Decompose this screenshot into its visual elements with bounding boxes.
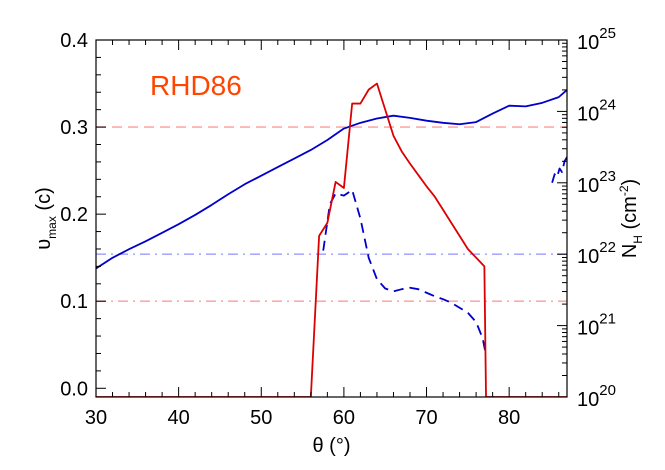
y-right-tick-base: 10: [577, 389, 599, 411]
x-tick-label: 50: [250, 407, 272, 429]
y-left-tick-label: 0.4: [60, 30, 88, 52]
y-left-label-sub: max: [45, 216, 59, 239]
series-group: [96, 82, 567, 397]
y-right-label-sup: -2: [617, 185, 631, 196]
y-left-tick-label: 0.0: [60, 378, 88, 400]
y-right-tick-exponent: 22: [599, 239, 616, 256]
series-line-3: [96, 82, 567, 397]
y-left-tick-label: 0.3: [60, 117, 88, 139]
y-left-tick-label: 0.2: [60, 204, 88, 226]
x-axis-label: θ (°): [313, 435, 351, 457]
y-right-axis-label: NH (cm-2): [617, 179, 645, 258]
chart-title: RHD86: [150, 70, 242, 101]
x-tick-label: 80: [498, 407, 520, 429]
series-line-0: [96, 89, 567, 270]
y-right-label-main: N: [619, 244, 641, 258]
y-right-tick-base: 10: [577, 318, 599, 340]
x-tick-label: 70: [415, 407, 437, 429]
y-left-axis-label: υmax (c): [33, 187, 59, 250]
y-right-tick-label: 1025: [577, 25, 616, 54]
x-tick-label: 40: [168, 407, 190, 429]
y-right-tick-label: 1020: [577, 382, 616, 411]
y-left-label-tail: (c): [33, 187, 55, 216]
x-tick-label: 60: [333, 407, 355, 429]
y-right-tick-label: 1024: [577, 96, 616, 125]
series-line-1: [322, 189, 487, 356]
y-right-tick-exponent: 23: [599, 168, 616, 185]
y-right-tick-base: 10: [577, 175, 599, 197]
y-right-tick-label: 1022: [577, 239, 616, 268]
y-right-tick-label: 1023: [577, 168, 616, 197]
y-right-tick-exponent: 21: [599, 311, 616, 328]
y-right-tick-base: 10: [577, 32, 599, 54]
y-right-tick-exponent: 20: [599, 382, 616, 399]
y-right-tick-exponent: 25: [599, 25, 616, 42]
y-left-tick-label: 0.1: [60, 291, 88, 313]
y-left-label-main: υ: [33, 239, 55, 250]
y-right-label-sub: H: [631, 235, 645, 244]
plot-frame: [95, 39, 568, 398]
y-right-label-tail: (cm: [619, 196, 641, 235]
x-tick-label: 30: [85, 407, 107, 429]
y-right-tick-exponent: 24: [599, 96, 616, 113]
y-right-tick-base: 10: [577, 246, 599, 268]
y-right-tick-base: 10: [577, 103, 599, 125]
y-right-label-close: ): [619, 179, 641, 186]
y-right-tick-label: 1021: [577, 311, 616, 340]
